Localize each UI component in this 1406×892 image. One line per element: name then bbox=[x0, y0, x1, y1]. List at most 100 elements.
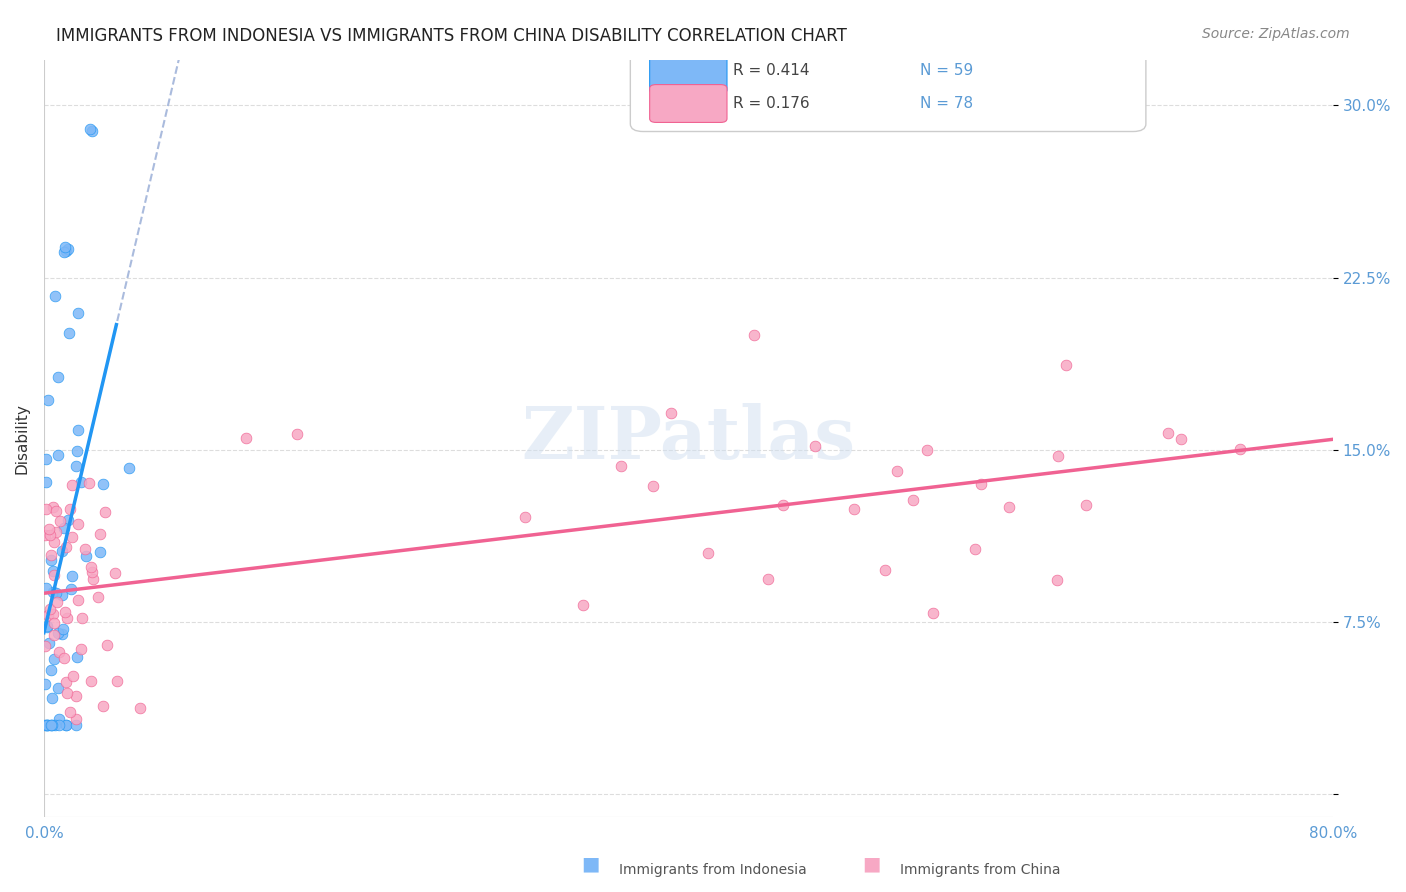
Point bbox=[39, 663, 62, 677]
Point bbox=[62, 529, 84, 543]
Point bbox=[34, 718, 56, 732]
Point bbox=[53, 521, 76, 535]
Point bbox=[91, 477, 114, 491]
Point bbox=[42, 652, 65, 666]
Point bbox=[34, 639, 56, 653]
Point bbox=[39, 602, 62, 616]
Point bbox=[65, 712, 87, 726]
Point bbox=[58, 326, 80, 341]
Point bbox=[44, 289, 66, 303]
FancyBboxPatch shape bbox=[630, 33, 1146, 131]
Point bbox=[48, 645, 70, 659]
Point bbox=[42, 564, 65, 578]
Point bbox=[94, 505, 117, 519]
Text: Source: ZipAtlas.com: Source: ZipAtlas.com bbox=[1202, 27, 1350, 41]
Point bbox=[51, 588, 73, 602]
Point bbox=[105, 674, 128, 689]
Point bbox=[75, 549, 97, 564]
Point bbox=[922, 606, 945, 620]
Point bbox=[38, 636, 60, 650]
Point bbox=[65, 718, 87, 732]
Point bbox=[56, 513, 79, 527]
Point bbox=[118, 461, 141, 475]
Point bbox=[56, 611, 79, 625]
Point bbox=[1229, 442, 1251, 456]
Point bbox=[917, 442, 939, 457]
Text: ■: ■ bbox=[581, 855, 600, 873]
FancyBboxPatch shape bbox=[650, 56, 727, 94]
Point bbox=[1074, 499, 1097, 513]
Point bbox=[55, 540, 77, 554]
Point bbox=[73, 542, 96, 557]
Point bbox=[49, 514, 72, 528]
Point bbox=[65, 689, 87, 703]
Point bbox=[37, 392, 59, 407]
Point bbox=[41, 691, 63, 706]
Point bbox=[45, 594, 67, 608]
Point bbox=[42, 567, 65, 582]
Point bbox=[38, 528, 60, 542]
Y-axis label: Disability: Disability bbox=[15, 402, 30, 474]
Point bbox=[38, 523, 60, 537]
Point bbox=[41, 718, 63, 732]
Point bbox=[285, 427, 308, 442]
Point bbox=[35, 452, 58, 467]
Point bbox=[772, 498, 794, 512]
Point bbox=[37, 718, 59, 732]
Point bbox=[60, 582, 83, 597]
Point bbox=[80, 560, 103, 574]
Point bbox=[45, 586, 67, 600]
Point bbox=[610, 458, 633, 473]
Text: R = 0.176: R = 0.176 bbox=[734, 96, 810, 111]
Point bbox=[56, 242, 79, 256]
Text: R = 0.414: R = 0.414 bbox=[734, 63, 810, 78]
Point bbox=[52, 650, 75, 665]
Point bbox=[60, 478, 83, 492]
Point bbox=[903, 492, 925, 507]
Point bbox=[42, 500, 65, 514]
Point bbox=[59, 705, 82, 719]
Point bbox=[35, 619, 58, 633]
Point bbox=[91, 698, 114, 713]
Text: Immigrants from Indonesia: Immigrants from Indonesia bbox=[619, 863, 807, 877]
Point bbox=[965, 541, 987, 556]
Point bbox=[69, 641, 91, 656]
Point bbox=[70, 475, 93, 490]
Point bbox=[129, 700, 152, 714]
Point bbox=[235, 431, 257, 445]
Point bbox=[804, 439, 827, 453]
Point bbox=[104, 566, 127, 580]
Point bbox=[46, 681, 69, 695]
Point bbox=[39, 718, 62, 732]
Point bbox=[873, 563, 896, 577]
Point bbox=[79, 122, 101, 136]
Point bbox=[45, 524, 67, 539]
Point bbox=[55, 718, 77, 732]
Point bbox=[1170, 432, 1192, 446]
Point bbox=[970, 476, 993, 491]
Point bbox=[513, 510, 536, 524]
Point bbox=[66, 306, 89, 320]
Text: ■: ■ bbox=[862, 855, 882, 873]
Point bbox=[756, 572, 779, 586]
Point bbox=[742, 327, 765, 342]
Point bbox=[34, 677, 56, 691]
Point bbox=[89, 545, 111, 559]
Point bbox=[51, 626, 73, 640]
Point bbox=[1054, 358, 1077, 372]
Point bbox=[37, 718, 59, 732]
Point bbox=[44, 718, 66, 732]
Point bbox=[886, 464, 908, 478]
Point bbox=[41, 553, 63, 567]
Point bbox=[55, 244, 77, 258]
Point bbox=[52, 622, 75, 636]
Point bbox=[45, 504, 67, 518]
Point bbox=[39, 548, 62, 562]
Point bbox=[37, 620, 59, 634]
Point bbox=[70, 611, 93, 625]
Text: Immigrants from China: Immigrants from China bbox=[900, 863, 1060, 877]
Text: IMMIGRANTS FROM INDONESIA VS IMMIGRANTS FROM CHINA DISABILITY CORRELATION CHART: IMMIGRANTS FROM INDONESIA VS IMMIGRANTS … bbox=[56, 27, 846, 45]
Point bbox=[41, 607, 63, 621]
Point bbox=[571, 598, 593, 612]
Point bbox=[62, 669, 84, 683]
